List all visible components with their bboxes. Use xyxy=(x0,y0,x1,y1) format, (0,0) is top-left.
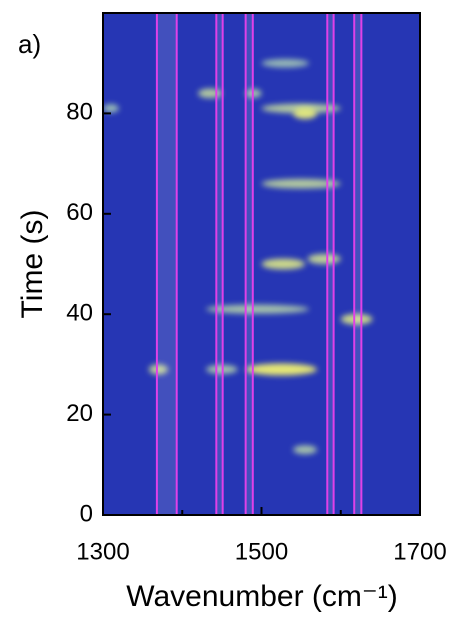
band xyxy=(216,13,223,515)
streak xyxy=(261,178,341,189)
heatmap-background xyxy=(103,13,420,515)
band xyxy=(327,13,334,515)
streak xyxy=(148,364,168,375)
streak xyxy=(245,363,317,376)
x-tick-label: 1500 xyxy=(235,538,288,565)
panel-label: a) xyxy=(18,29,41,59)
streak xyxy=(340,313,373,325)
streak xyxy=(261,258,306,270)
y-tick-label: 20 xyxy=(66,400,93,427)
y-axis-label: Time (s) xyxy=(16,210,49,319)
streak xyxy=(103,104,119,113)
y-tick-label: 80 xyxy=(66,99,93,126)
streak xyxy=(261,59,310,68)
x-axis-label: Wavenumber (cm⁻¹) xyxy=(126,580,397,613)
band xyxy=(245,13,253,515)
streak xyxy=(293,107,317,120)
band xyxy=(354,13,362,515)
band xyxy=(156,13,177,515)
streak xyxy=(293,445,317,455)
streak xyxy=(307,253,341,265)
y-tick-label: 60 xyxy=(66,199,93,226)
y-tick-label: 0 xyxy=(80,500,93,527)
streak xyxy=(206,304,310,314)
x-tick-label: 1300 xyxy=(76,538,129,565)
y-tick-label: 40 xyxy=(66,300,93,327)
x-tick-label: 1700 xyxy=(393,538,446,565)
